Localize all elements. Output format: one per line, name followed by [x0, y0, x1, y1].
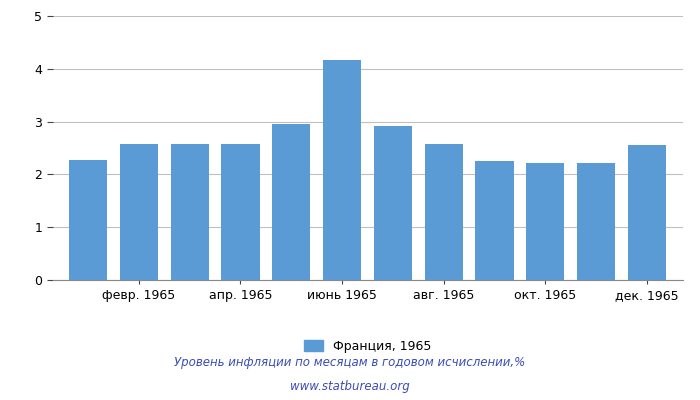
Bar	[577, 163, 615, 280]
Bar	[272, 124, 310, 280]
Bar	[628, 145, 666, 280]
Bar	[374, 126, 412, 280]
Bar	[323, 60, 361, 280]
Text: Уровень инфляции по месяцам в годовом исчислении,%: Уровень инфляции по месяцам в годовом ис…	[174, 356, 526, 369]
Bar	[171, 144, 209, 280]
Bar	[425, 144, 463, 280]
Text: www.statbureau.org: www.statbureau.org	[290, 380, 410, 393]
Bar	[221, 144, 260, 280]
Bar	[475, 161, 514, 280]
Bar	[120, 144, 158, 280]
Bar	[526, 163, 564, 280]
Legend: Франция, 1965: Франция, 1965	[304, 340, 431, 353]
Bar	[69, 160, 107, 280]
